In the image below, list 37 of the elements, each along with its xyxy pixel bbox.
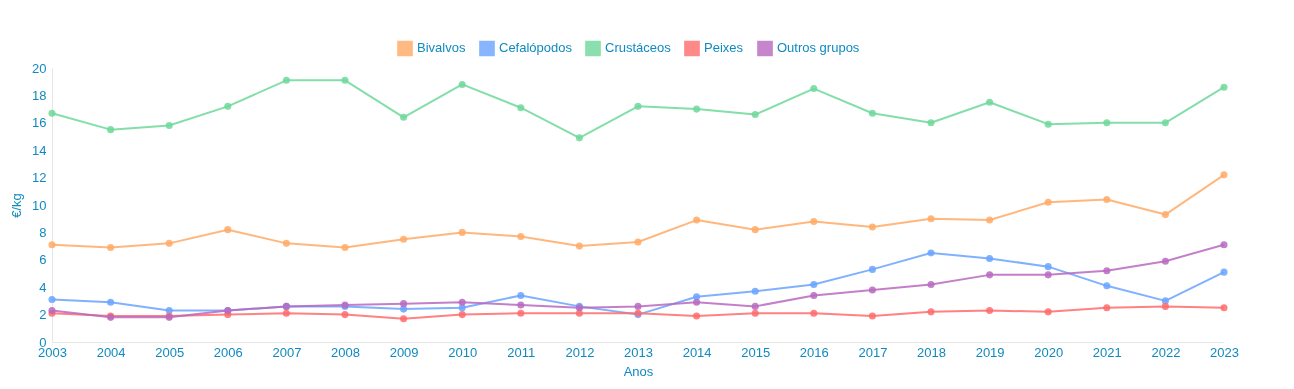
x-tick-label: 2008 [331, 344, 360, 360]
y-tick-label: 8 [39, 224, 47, 240]
legend-label: Crustáceos [605, 40, 672, 56]
y-axis-title: €/kg [9, 193, 25, 218]
x-tick-label: 2010 [448, 344, 478, 360]
x-tick-label: 2011 [507, 344, 536, 360]
legend-label: Peixes [704, 40, 744, 56]
x-tick-label: 2023 [1210, 344, 1239, 360]
legend-label: Cefalópodos [499, 40, 573, 56]
legend-label: Bivalvos [417, 40, 466, 56]
y-tick-label: 20 [32, 60, 47, 76]
y-tick-label: 14 [32, 142, 47, 158]
x-tick-label: 2014 [682, 344, 712, 360]
x-tick-label: 2012 [565, 344, 595, 360]
x-tick-label: 2015 [741, 344, 771, 360]
y-tick-label: 12 [32, 170, 47, 186]
y-tick-label: 16 [32, 115, 47, 131]
x-tick-label: 2021 [1092, 344, 1122, 360]
x-tick-label: 2022 [1151, 344, 1181, 360]
y-tick-label: 2 [39, 307, 47, 323]
x-tick-label: 2018 [917, 344, 946, 360]
x-tick-label: 2007 [272, 344, 302, 360]
y-tick-label: 4 [39, 279, 47, 295]
y-tick-label: 6 [39, 252, 47, 268]
x-axis-title: Anos [623, 363, 654, 379]
x-tick-label: 2017 [858, 344, 888, 360]
x-tick-label: 2006 [213, 344, 243, 360]
x-tick-label: 2016 [799, 344, 829, 360]
y-tick-label: 10 [32, 197, 47, 213]
x-tick-label: 2013 [624, 344, 653, 360]
x-tick-label: 2019 [975, 344, 1005, 360]
legend-label: Outros grupos [777, 40, 860, 56]
x-tick-label: 2020 [1034, 344, 1064, 360]
x-tick-label: 2005 [155, 344, 185, 360]
x-tick-label: 2009 [389, 344, 419, 360]
y-tick-label: 18 [32, 87, 47, 103]
x-tick-label: 2004 [96, 344, 126, 360]
